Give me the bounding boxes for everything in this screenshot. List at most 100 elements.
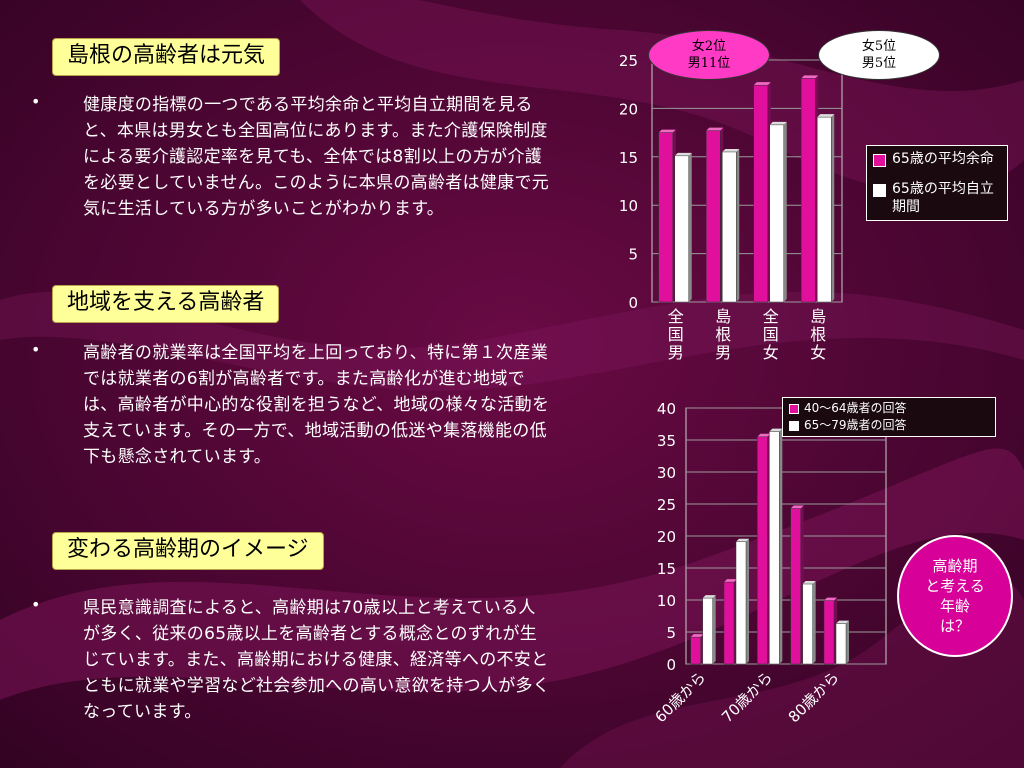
bar [722,151,737,303]
bar [723,581,735,665]
section-body-genki: • 健康度の指標の一つである平均余命と平均自立期間を見ると、本県は男女とも全国高… [31,92,551,222]
x-tick-label-char: 男 [715,343,731,362]
section-body-chiiki: • 高齢者の就業率は全国平均を上回っており、特に第１次産業では就業者の6割が高齢… [31,340,551,470]
x-tick-label-char: 女 [810,343,826,362]
bar [735,541,747,665]
note-line: は？ [939,617,970,635]
paragraph: 高齢者の就業率は全国平均を上回っており、特に第１次産業では就業者の6割が高齢者で… [83,343,550,467]
bar [802,583,813,665]
bar [706,130,721,303]
y-tick-label: 25 [657,496,676,514]
x-tick-label-char: 全 [668,307,684,326]
legend-swatch-white [873,184,886,197]
rank-female: 女2位 [691,39,727,54]
bar-side [783,121,787,302]
section-title-chiiki: 地域を支える高齢者 [52,285,280,323]
bar [823,600,835,665]
legend-item-65-79: 65～79歳者の回答 [789,417,989,434]
bar-top [817,114,835,118]
y-tick-label: 0 [666,656,676,674]
bullet-marker: • [31,92,41,111]
x-tick-label-char: 国 [668,325,684,344]
bar-side [736,148,740,302]
section-body-image: • 県民意識調査によると、高齢期は70歳以上と考えている人が多く、従来の65歳以… [31,595,551,725]
note-line: 高齢期 [932,557,978,575]
y-tick-label: 5 [628,246,638,264]
y-tick-label: 15 [657,560,676,578]
section-title-genki: 島根の高齢者は元気 [52,38,281,76]
bar [658,132,673,303]
age-survey-legend: 40～64歳者の回答 65～79歳者の回答 [782,397,996,437]
x-tick-label-char: 島 [715,307,731,326]
legend-swatch-magenta [789,404,799,414]
x-tick-label-char: 島 [810,307,826,326]
bullet-marker: • [31,595,41,614]
x-tick-label-char: 女 [763,343,779,362]
bar-top [769,121,787,125]
bar-side [688,152,692,302]
paragraph: 県民意識調査によると、高齢期は70歳以上と考えている人が多く、従来の65歳以上を… [83,598,551,722]
legend-swatch-white [789,421,799,431]
bar-top [724,579,737,583]
bar-top [706,127,724,131]
bar-side [831,114,835,302]
legend-label: 65～79歳者の回答 [804,418,907,432]
y-tick-label: 15 [619,149,638,167]
bar [835,623,847,665]
bar-top [790,505,804,509]
bar-top [757,433,771,437]
bar [801,78,816,303]
note-line: 年齢 [939,597,970,615]
elderly-age-bar-chart: 0 5 10 15 20 25 30 35 40 60歳から 70歳から 80歳から [651,400,887,726]
bar-top [736,538,749,542]
elderly-age-question-circle: 高齢期 と考える 年齢 は？ [897,535,1013,657]
bar-side [779,428,783,664]
paragraph: 健康度の指標の一つである平均余命と平均自立期間を見ると、本県は男女とも全国高位に… [83,95,550,219]
y-tick-label: 10 [619,197,638,215]
bar-side [746,538,749,664]
x-tick-label-char: 全 [763,307,779,326]
bar [690,636,701,665]
bar-top [702,595,716,599]
rank-callout-left: 女2位 男11位 [648,30,770,80]
y-tick-label: 20 [657,528,676,546]
legend-label: 40～64歳者の回答 [804,401,907,415]
x-tick-label: 70歳から [718,668,776,726]
bar-side [712,595,716,664]
y-tick-label: 30 [657,464,676,482]
bar-top [824,597,837,601]
y-tick-label: 25 [619,52,638,70]
note-line: と考える [925,577,985,595]
bar-top [802,581,816,584]
bar-top [801,75,819,79]
legend-label: 65歳の平均余命 [892,151,994,167]
bar-top [753,82,771,86]
bar-top [836,620,849,624]
bar-side [812,581,816,664]
bar-top [674,152,692,156]
y-tick-label: 20 [619,100,638,118]
bar-top [690,634,704,638]
legend-swatch-magenta [873,154,886,167]
y-tick-label: 0 [628,294,638,312]
bar [790,508,801,665]
bar [769,124,784,303]
bar [753,84,768,303]
y-tick-label: 10 [657,592,676,610]
legend-item-jiritsu-kikan: 65歳の平均自立期間 [873,180,1001,216]
x-tick-label-char: 根 [810,325,826,344]
rank-female: 女5位 [861,39,897,54]
rank-male: 男5位 [861,56,897,71]
legend-label: 65歳の平均自立期間 [892,181,994,215]
x-tick-label-char: 根 [715,325,731,344]
life-expectancy-legend: 65歳の平均余命 65歳の平均自立期間 [866,145,1008,221]
x-tick-label-char: 男 [668,343,684,362]
legend-item-40-64: 40～64歳者の回答 [789,400,989,417]
bar [674,155,689,303]
y-tick-label: 40 [657,400,676,418]
x-tick-label: 60歳から [651,668,709,726]
bar [769,431,780,665]
legend-item-heikin-yomei: 65歳の平均余命 [873,150,1001,168]
bar-top [722,148,740,152]
